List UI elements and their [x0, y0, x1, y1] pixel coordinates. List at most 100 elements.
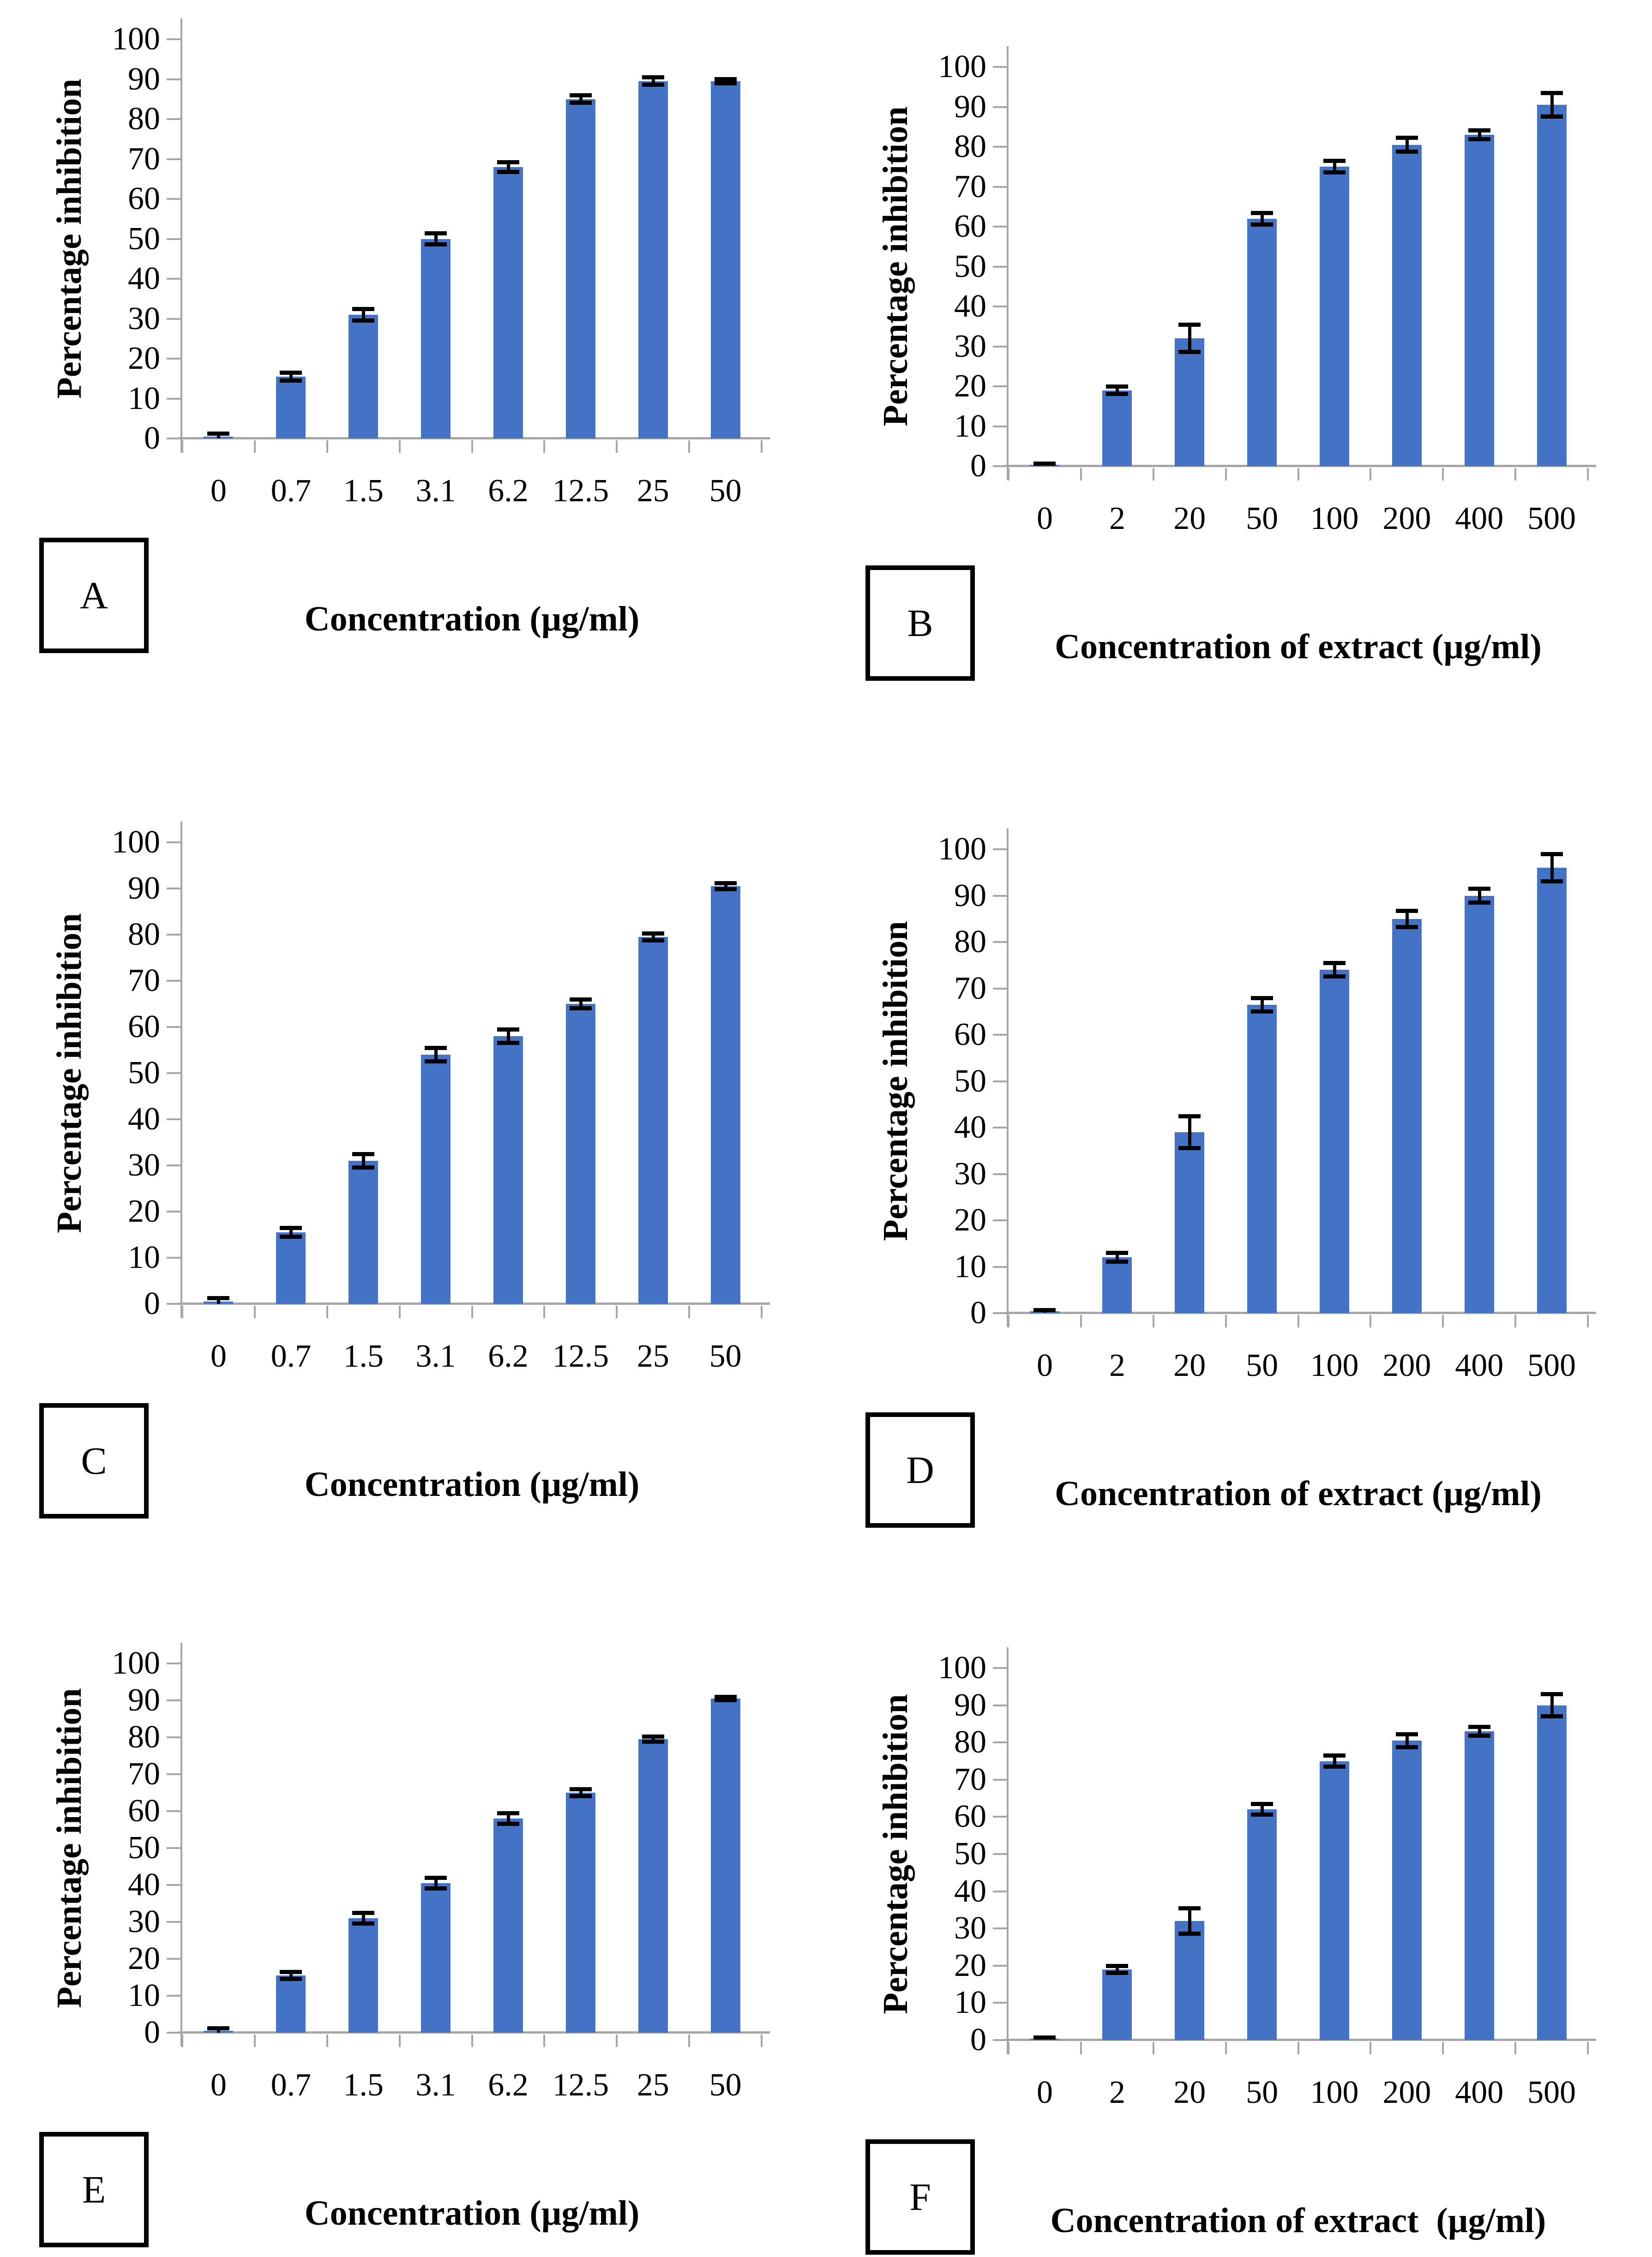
y-tick-label: 90: [128, 1682, 160, 1718]
y-tick-label: 20: [128, 341, 160, 376]
y-tick: [167, 1773, 182, 1775]
error-bar-cap-top: [1395, 908, 1418, 913]
y-tick: [167, 1257, 182, 1259]
x-tick-label: 500: [1527, 2075, 1576, 2110]
y-tick-label: 0: [970, 448, 986, 484]
error-bar-line: [506, 1813, 510, 1824]
error-bar-line: [1550, 1694, 1554, 1717]
error-bar-cap-top: [569, 93, 592, 98]
error-bar-line: [506, 1029, 510, 1043]
error-bar-cap-bottom: [497, 1041, 519, 1045]
x-tick-label: 0: [210, 473, 227, 509]
y-tick: [167, 841, 182, 843]
error-bar-cap-top: [1178, 322, 1201, 327]
y-tick-label: 60: [954, 1799, 986, 1835]
x-tick-label: 12.5: [552, 2067, 609, 2103]
y-tick: [993, 1034, 1009, 1036]
y-tick-label: 10: [954, 1249, 986, 1285]
error-bar-cap-bottom: [1178, 350, 1201, 354]
bar-200: [1392, 1741, 1422, 2040]
error-bar-cap-top: [497, 1027, 519, 1032]
error-bar-cap-top: [280, 1226, 302, 1230]
x-axis-title: Concentration of extract (µg/ml): [1055, 1474, 1542, 1513]
y-tick-label: 60: [128, 1009, 160, 1044]
y-tick-label: 90: [128, 870, 160, 906]
y-tick-label: 100: [938, 49, 986, 84]
y-axis-line: [180, 1643, 182, 2047]
x-tick: [1225, 1315, 1227, 1327]
x-tick-label: 12.5: [552, 1339, 609, 1374]
y-tick: [993, 1266, 1009, 1268]
error-bar-cap-bottom: [352, 1165, 375, 1170]
y-tick: [993, 226, 1009, 228]
x-tick-label: 400: [1455, 2075, 1504, 2110]
x-tick: [181, 440, 183, 453]
y-tick-label: 80: [954, 129, 986, 164]
y-tick-label: 80: [128, 1719, 160, 1755]
error-bar-line: [579, 95, 583, 103]
error-bar-cap-bottom: [352, 1921, 375, 1926]
x-tick: [1442, 2042, 1444, 2054]
x-tick: [1587, 1315, 1589, 1327]
x-tick: [761, 2035, 763, 2047]
error-bar-cap-bottom: [1178, 1146, 1201, 1151]
bar-12.5: [565, 1793, 595, 2033]
x-tick-label: 1.5: [343, 473, 384, 509]
bar-0.7: [276, 1975, 306, 2033]
y-tick: [167, 38, 182, 40]
x-tick-label: 3.1: [415, 1339, 456, 1374]
y-tick-label: 0: [144, 1286, 160, 1321]
panel-d: Percentage inhibition Concentration of e…: [826, 752, 1652, 1528]
error-bar-cap-bottom: [1323, 1764, 1346, 1769]
x-tick: [1442, 468, 1444, 480]
error-bar-line: [434, 1048, 438, 1062]
error-bar-line: [724, 883, 727, 889]
error-bar-cap-top: [642, 931, 664, 936]
bar-25: [638, 1739, 668, 2033]
y-tick-label: 20: [128, 1941, 160, 1976]
panel-a: Percentage inhibition Concentration (µg/…: [0, 0, 826, 752]
panel-label-box: A: [39, 538, 149, 653]
error-bar-line: [1333, 963, 1336, 977]
y-tick: [993, 2002, 1009, 2004]
y-tick: [993, 186, 1009, 188]
x-tick: [1008, 468, 1009, 480]
x-tick: [181, 2035, 183, 2047]
bar-50: [1247, 218, 1277, 466]
error-bar-line: [651, 1736, 655, 1742]
error-bar-cap-bottom: [1251, 1009, 1274, 1014]
y-tick-label: 60: [954, 1017, 986, 1052]
y-tick: [167, 980, 182, 982]
error-bar-cap-top: [1468, 887, 1490, 891]
x-tick: [543, 2035, 546, 2047]
panel-letter: D: [906, 1448, 934, 1492]
bar-100: [1319, 970, 1349, 1313]
x-axis-title: Concentration of extract (µg/ml): [1055, 627, 1542, 666]
error-bar-cap-top: [642, 1734, 664, 1739]
y-tick: [993, 66, 1009, 68]
x-tick: [1297, 1315, 1299, 1327]
panel-label-box: D: [865, 1412, 975, 1528]
panel-f: Percentage inhibition Concentration of e…: [826, 1505, 1652, 2257]
x-tick-label: 1.5: [343, 1339, 384, 1374]
error-bar-cap-top: [1033, 1308, 1056, 1312]
y-tick: [167, 2032, 182, 2034]
error-bar-line: [1405, 910, 1409, 927]
x-tick-label: 50: [1246, 1348, 1279, 1383]
bar-12.5: [565, 1004, 595, 1304]
y-tick-label: 20: [954, 368, 986, 404]
error-bar-cap-bottom: [714, 1698, 737, 1702]
bar-50: [710, 81, 740, 438]
error-bar-cap-bottom: [1251, 222, 1274, 227]
error-bar-cap-top: [1395, 1732, 1418, 1736]
y-tick: [167, 1072, 182, 1074]
y-tick-label: 80: [128, 917, 160, 952]
y-tick-label: 70: [954, 970, 986, 1006]
y-tick: [993, 106, 1009, 108]
x-axis-title: Concentration (µg/ml): [304, 2194, 640, 2233]
x-tick: [1080, 468, 1082, 480]
y-tick-label: 80: [954, 924, 986, 960]
y-tick: [993, 425, 1009, 427]
error-bar-cap-bottom: [1468, 900, 1490, 905]
